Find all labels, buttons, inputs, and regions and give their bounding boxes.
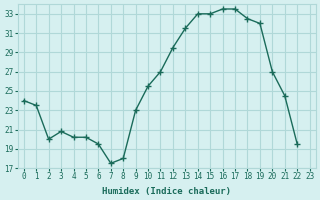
X-axis label: Humidex (Indice chaleur): Humidex (Indice chaleur) [102, 187, 231, 196]
